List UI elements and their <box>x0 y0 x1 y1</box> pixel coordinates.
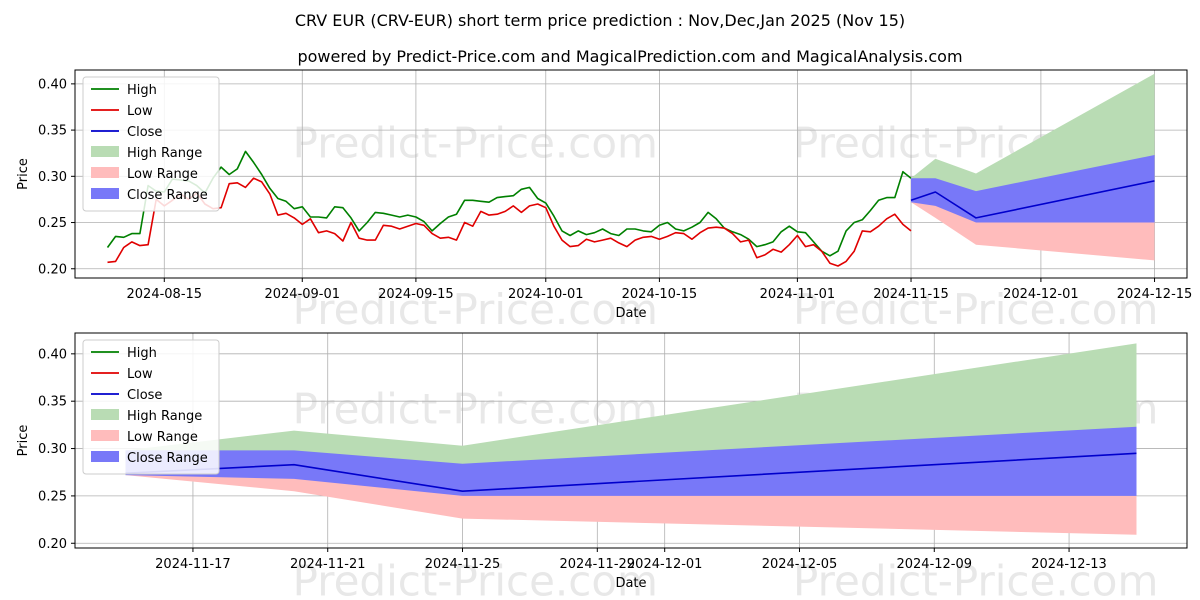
x-tick-label: 2024-12-01 <box>627 557 703 572</box>
x-tick-label: 2024-11-29 <box>560 557 636 572</box>
legend-label: High <box>127 346 157 361</box>
x-tick-label: 2024-12-15 <box>1117 287 1193 302</box>
watermark-text: Predict-Price.com <box>293 118 658 167</box>
x-tick-label: 2024-11-21 <box>290 557 366 572</box>
x-tick-label: 2024-12-13 <box>1031 557 1107 572</box>
low-range-area <box>911 192 1155 261</box>
close-range-area <box>911 155 1155 223</box>
legend-label: Low <box>127 104 153 119</box>
x-tick-label: 2024-11-25 <box>425 557 501 572</box>
x-tick-label: 2024-11-15 <box>873 287 949 302</box>
y-tick-label: 0.30 <box>38 170 67 185</box>
y-tick-label: 0.40 <box>38 347 67 362</box>
close-series-line <box>910 180 1155 219</box>
legend-label: High Range <box>127 146 202 161</box>
y-tick-label: 0.25 <box>38 216 67 231</box>
x-tick-label: 2024-10-15 <box>622 287 698 302</box>
y-tick-label: 0.20 <box>38 537 67 552</box>
y-tick-label: 0.35 <box>38 395 67 410</box>
x-axis-label: Date <box>615 306 646 321</box>
x-tick-label: 2024-11-01 <box>760 287 836 302</box>
high-series-line <box>106 150 912 257</box>
plot-frame <box>74 332 1188 549</box>
x-axis-label: Date <box>615 576 646 591</box>
legend-label: Low <box>127 367 153 382</box>
legend-label: High <box>127 83 157 98</box>
y-tick-label: 0.40 <box>38 77 67 92</box>
legend-label: Close <box>127 125 162 140</box>
x-tick-label: 2024-12-05 <box>762 557 838 572</box>
y-tick-label: 0.30 <box>38 442 67 457</box>
low-series-line <box>107 177 912 267</box>
x-tick-label: 2024-10-01 <box>508 287 584 302</box>
x-tick-label: 2024-11-17 <box>155 557 231 572</box>
x-tick-label: 2024-08-15 <box>127 287 203 302</box>
y-tick-label: 0.35 <box>38 124 67 139</box>
legend-swatch-low-range <box>91 167 119 178</box>
x-tick-label: 2024-09-01 <box>264 287 340 302</box>
chart-subtitle: powered by Predict-Price.com and Magical… <box>297 47 962 66</box>
x-tick-label: 2024-09-15 <box>378 287 454 302</box>
legend-label: Close Range <box>127 188 208 203</box>
legend-label: Low Range <box>127 167 198 182</box>
plot-frame <box>74 69 1188 279</box>
y-tick-label: 0.20 <box>38 262 67 277</box>
y-tick-label: 0.25 <box>38 489 67 504</box>
chart-title: CRV EUR (CRV-EUR) short term price predi… <box>295 11 905 30</box>
legend-label: Close <box>127 388 162 403</box>
legend-swatch-close-range <box>91 188 119 199</box>
upper-chart-panel: Predict-Price.com Predict-Price.com Predic… <box>16 69 1193 334</box>
x-tick-label: 2024-12-09 <box>896 557 972 572</box>
legend-swatch-high-range <box>91 146 119 157</box>
watermark-text: Predict-Price.com <box>293 556 658 600</box>
y-axis-label: Price <box>16 425 31 457</box>
x-tick-label: 2024-12-01 <box>1003 287 1079 302</box>
watermark-text: Predict-Price.com <box>793 556 1158 600</box>
watermark-text: Predict-Price.com <box>293 285 658 334</box>
legend-swatch-low-range <box>91 430 119 441</box>
legend-swatch-high-range <box>91 409 119 420</box>
legend-swatch-close-range <box>91 451 119 462</box>
legend-label: Low Range <box>127 430 198 445</box>
watermark-text: Predict-Price.com <box>793 285 1158 334</box>
legend-label: High Range <box>127 409 202 424</box>
legend-label: Close Range <box>127 451 208 466</box>
y-axis-label: Price <box>16 158 31 190</box>
